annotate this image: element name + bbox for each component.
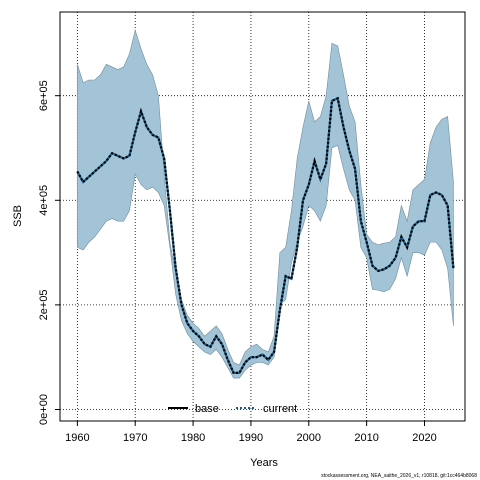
y-tick-label: 2e+05 — [38, 289, 50, 320]
legend: base current — [168, 403, 297, 415]
y-tick-label: 6e+05 — [38, 80, 50, 111]
y-tick-label: 0e+00 — [38, 394, 50, 425]
legend-label-current: current — [263, 403, 297, 415]
x-axis: 1960 1970 1980 1990 2000 2010 2020 — [65, 421, 437, 444]
legend-label-base: base — [195, 403, 219, 415]
confidence-band — [77, 29, 454, 379]
plot-frame — [59, 11, 466, 422]
x-tick-label: 1960 — [65, 432, 89, 444]
y-axis: 0e+00 2e+05 4e+05 6e+05 — [38, 80, 60, 425]
footnote: stockassessment.org, NEA_saithe_2026_v1,… — [321, 473, 477, 479]
y-axis-title: SSB — [12, 205, 24, 227]
x-tick-label: 1990 — [239, 432, 263, 444]
x-tick-label: 1980 — [181, 432, 205, 444]
y-tick-label: 4e+05 — [38, 185, 50, 216]
x-tick-label: 2010 — [354, 432, 378, 444]
confidence-band-layer — [77, 29, 454, 379]
x-tick-label: 1970 — [123, 432, 147, 444]
x-tick-label: 2020 — [412, 432, 436, 444]
series-line-current-base — [76, 96, 455, 374]
x-tick-label: 2000 — [297, 432, 321, 444]
x-axis-title: Years — [250, 457, 278, 469]
series-line-layer — [76, 96, 455, 374]
